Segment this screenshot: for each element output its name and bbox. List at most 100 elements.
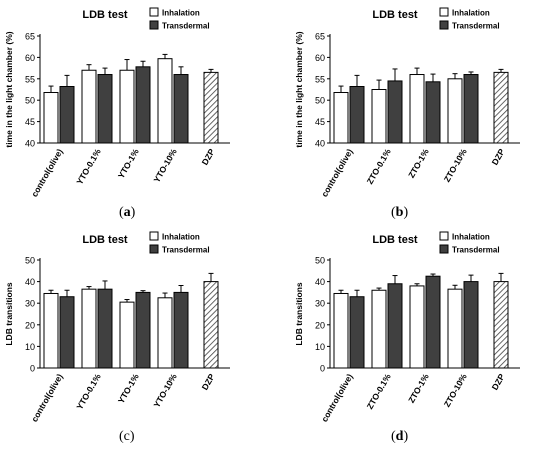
bar-transdermal bbox=[135, 291, 151, 369]
bar-transdermal bbox=[173, 291, 189, 369]
x-tick-label: ZTO-1% bbox=[406, 147, 431, 180]
x-tick-label: YTO-0.1% bbox=[74, 147, 103, 187]
panel-c-chart: LDB test Inhalation Transdermal 0 10 20 30 40 50… bbox=[4, 231, 230, 424]
chart-title: LDB test bbox=[372, 234, 418, 246]
bar-inhalation bbox=[371, 289, 387, 369]
legend-label-transdermal: Transdermal bbox=[162, 22, 210, 31]
x-tick-label: ZTO-1% bbox=[406, 372, 431, 405]
bar-transdermal bbox=[387, 283, 403, 369]
panel-label-d: (d) bbox=[391, 429, 409, 444]
x-tick-label: DZP bbox=[490, 372, 507, 392]
chart-title: LDB test bbox=[372, 9, 418, 21]
bar-dzp bbox=[203, 281, 219, 369]
x-tick-label: DZP bbox=[490, 147, 507, 167]
y-tick-label: 50 bbox=[315, 96, 325, 106]
y-tick-label: 60 bbox=[25, 53, 35, 63]
y-tick-label: 20 bbox=[315, 320, 325, 330]
panel-label-c: (c) bbox=[119, 429, 135, 444]
x-tick-label: YTO-10% bbox=[151, 372, 178, 410]
bar-transdermal bbox=[425, 81, 441, 144]
bar-inhalation bbox=[409, 74, 425, 144]
y-tick-label: 40 bbox=[25, 277, 35, 287]
y-axis-label: time in the light chamber (%) bbox=[4, 31, 14, 147]
y-tick-label: 45 bbox=[25, 117, 35, 127]
bar-dzp bbox=[203, 71, 219, 144]
bar-transdermal bbox=[59, 86, 75, 144]
y-tick-label: 10 bbox=[25, 342, 35, 352]
y-tick-label: 65 bbox=[25, 32, 35, 42]
bar-inhalation bbox=[43, 91, 59, 144]
y-tick-label: 50 bbox=[25, 256, 35, 266]
y-tick-label: 30 bbox=[315, 299, 325, 309]
y-axis-label: LDB transitions bbox=[294, 282, 304, 346]
bar-inhalation bbox=[43, 292, 59, 369]
y-axis-label: time in the light chamber (%) bbox=[294, 31, 304, 147]
x-tick-label: YTO-0.1% bbox=[74, 372, 103, 412]
y-tick-label: 50 bbox=[25, 96, 35, 106]
y-tick-label: 0 bbox=[30, 364, 35, 374]
bar-inhalation bbox=[409, 285, 425, 369]
bar-transdermal bbox=[463, 74, 479, 144]
y-tick-label: 30 bbox=[25, 299, 35, 309]
bar-inhalation bbox=[119, 301, 135, 369]
legend-label-transdermal: Transdermal bbox=[452, 22, 500, 31]
legend-label-inhalation: Inhalation bbox=[452, 9, 490, 18]
legend-swatch-transdermal bbox=[439, 244, 449, 254]
x-tick-label: DZP bbox=[200, 372, 217, 392]
legend-swatch-inhalation bbox=[149, 231, 159, 241]
bar-transdermal bbox=[135, 66, 151, 144]
bar-inhalation bbox=[447, 288, 463, 369]
x-tick-label: control(olive) bbox=[29, 372, 65, 424]
x-tick-label: ZTO-0.1% bbox=[365, 372, 393, 411]
bar-transdermal bbox=[425, 275, 441, 369]
bar-inhalation bbox=[371, 89, 387, 144]
panel-label-a: (a) bbox=[119, 205, 136, 220]
bar-transdermal bbox=[59, 296, 75, 369]
bar-transdermal bbox=[349, 86, 365, 144]
x-tick-label: ZTO-0.1% bbox=[365, 147, 393, 186]
bar-transdermal bbox=[387, 80, 403, 144]
x-tick-label: DZP bbox=[200, 147, 217, 167]
legend-swatch-transdermal bbox=[439, 20, 449, 30]
y-tick-label: 20 bbox=[25, 320, 35, 330]
x-tick-label: control(olive) bbox=[29, 147, 65, 199]
bar-transdermal bbox=[173, 74, 189, 144]
legend-swatch-transdermal bbox=[149, 244, 159, 254]
y-tick-label: 50 bbox=[315, 256, 325, 266]
y-tick-label: 65 bbox=[315, 32, 325, 42]
x-tick-label: YTO-1% bbox=[116, 147, 141, 180]
legend-swatch-inhalation bbox=[439, 7, 449, 17]
bar-inhalation bbox=[447, 78, 463, 144]
bar-inhalation bbox=[157, 58, 173, 144]
legend-label-inhalation: Inhalation bbox=[162, 233, 200, 242]
x-tick-label: control(olive) bbox=[319, 147, 355, 199]
y-tick-label: 0 bbox=[320, 364, 325, 374]
bar-inhalation bbox=[333, 292, 349, 369]
bar-transdermal bbox=[349, 296, 365, 369]
y-tick-label: 45 bbox=[315, 117, 325, 127]
legend-swatch-transdermal bbox=[149, 20, 159, 30]
x-tick-label: YTO-10% bbox=[151, 147, 178, 185]
legend-label-transdermal: Transdermal bbox=[452, 246, 500, 255]
y-axis-label: LDB transitions bbox=[4, 282, 14, 346]
bar-transdermal bbox=[463, 281, 479, 369]
legend-swatch-inhalation bbox=[149, 7, 159, 17]
x-tick-label: control(olive) bbox=[319, 372, 355, 424]
bar-dzp bbox=[493, 281, 509, 369]
y-tick-label: 60 bbox=[315, 53, 325, 63]
bar-inhalation bbox=[81, 288, 97, 369]
panel-d-chart: LDB test Inhalation Transdermal 0 10 20 30 40 50… bbox=[294, 231, 520, 424]
legend-label-inhalation: Inhalation bbox=[452, 233, 490, 242]
y-tick-label: 40 bbox=[25, 139, 35, 149]
legend-label-transdermal: Transdermal bbox=[162, 246, 210, 255]
y-tick-label: 55 bbox=[25, 74, 35, 84]
panel-b-chart: LDB test Inhalation Transdermal 40 45 50 55 60 6… bbox=[294, 7, 520, 199]
bar-transdermal bbox=[97, 74, 113, 144]
y-tick-label: 55 bbox=[315, 74, 325, 84]
y-tick-label: 40 bbox=[315, 277, 325, 287]
bar-inhalation bbox=[157, 297, 173, 369]
y-tick-label: 10 bbox=[315, 342, 325, 352]
panel-label-b: (b) bbox=[391, 205, 409, 220]
x-tick-label: ZTO-10% bbox=[442, 372, 469, 409]
